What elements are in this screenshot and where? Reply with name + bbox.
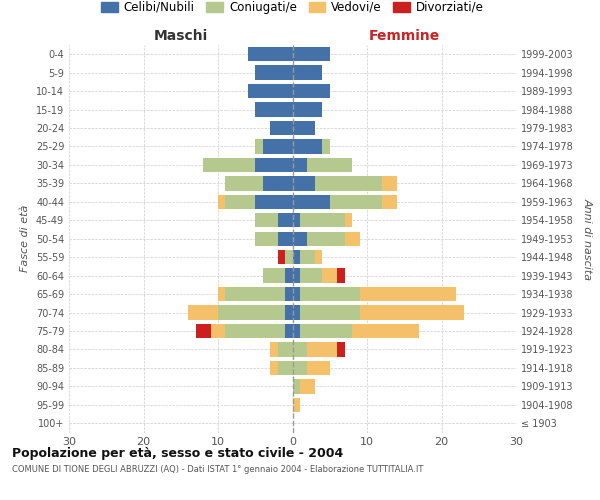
Text: Popolazione per età, sesso e stato civile - 2004: Popolazione per età, sesso e stato civil…: [12, 448, 343, 460]
Bar: [278, 232, 293, 246]
Bar: [300, 306, 359, 320]
Bar: [293, 66, 322, 80]
Bar: [293, 398, 300, 412]
Legend: Celibi/Nubili, Coniugati/e, Vedovi/e, Divorziati/e: Celibi/Nubili, Coniugati/e, Vedovi/e, Di…: [101, 1, 484, 14]
Bar: [293, 306, 300, 320]
Bar: [322, 268, 337, 283]
Bar: [300, 250, 315, 264]
Bar: [293, 213, 300, 228]
Bar: [263, 140, 293, 153]
Text: COMUNE DI TIONE DEGLI ABRUZZI (AQ) - Dati ISTAT 1° gennaio 2004 - Elaborazione T: COMUNE DI TIONE DEGLI ABRUZZI (AQ) - Dat…: [12, 465, 424, 474]
Bar: [218, 194, 226, 209]
Bar: [218, 306, 285, 320]
Bar: [315, 250, 322, 264]
Bar: [226, 176, 263, 190]
Bar: [307, 232, 344, 246]
Bar: [285, 268, 293, 283]
Text: Femmine: Femmine: [368, 28, 440, 42]
Bar: [278, 250, 285, 264]
Bar: [263, 176, 293, 190]
Bar: [300, 213, 344, 228]
Bar: [293, 121, 315, 135]
Bar: [226, 324, 285, 338]
Bar: [293, 268, 300, 283]
Bar: [293, 287, 300, 302]
Bar: [352, 324, 419, 338]
Bar: [293, 250, 300, 264]
Bar: [293, 360, 307, 375]
Bar: [293, 158, 307, 172]
Bar: [285, 287, 293, 302]
Bar: [278, 342, 293, 356]
Bar: [330, 194, 382, 209]
Bar: [293, 47, 330, 62]
Bar: [293, 102, 322, 117]
Bar: [226, 194, 255, 209]
Bar: [293, 194, 330, 209]
Bar: [293, 342, 307, 356]
Bar: [203, 158, 255, 172]
Bar: [218, 287, 226, 302]
Bar: [315, 176, 382, 190]
Bar: [382, 176, 397, 190]
Bar: [293, 176, 315, 190]
Y-axis label: Anni di nascita: Anni di nascita: [583, 198, 593, 280]
Bar: [285, 250, 293, 264]
Bar: [300, 324, 352, 338]
Bar: [293, 140, 322, 153]
Bar: [226, 287, 285, 302]
Bar: [270, 121, 293, 135]
Bar: [359, 287, 457, 302]
Bar: [255, 66, 293, 80]
Bar: [255, 140, 263, 153]
Bar: [196, 324, 211, 338]
Bar: [307, 342, 337, 356]
Bar: [255, 232, 278, 246]
Bar: [337, 342, 344, 356]
Bar: [293, 232, 307, 246]
Bar: [248, 84, 293, 98]
Bar: [300, 379, 315, 394]
Bar: [300, 287, 359, 302]
Bar: [307, 158, 352, 172]
Bar: [293, 324, 300, 338]
Bar: [285, 324, 293, 338]
Bar: [307, 360, 330, 375]
Bar: [270, 360, 278, 375]
Bar: [278, 213, 293, 228]
Bar: [278, 360, 293, 375]
Bar: [285, 306, 293, 320]
Bar: [211, 324, 226, 338]
Bar: [293, 84, 330, 98]
Bar: [255, 213, 278, 228]
Bar: [300, 268, 322, 283]
Bar: [337, 268, 344, 283]
Bar: [188, 306, 218, 320]
Bar: [322, 140, 330, 153]
Text: Maschi: Maschi: [154, 28, 208, 42]
Bar: [270, 342, 278, 356]
Bar: [344, 213, 352, 228]
Bar: [263, 268, 285, 283]
Bar: [255, 158, 293, 172]
Bar: [255, 102, 293, 117]
Bar: [359, 306, 464, 320]
Bar: [382, 194, 397, 209]
Bar: [255, 194, 293, 209]
Bar: [248, 47, 293, 62]
Bar: [344, 232, 359, 246]
Bar: [293, 379, 300, 394]
Y-axis label: Fasce di età: Fasce di età: [20, 205, 30, 272]
